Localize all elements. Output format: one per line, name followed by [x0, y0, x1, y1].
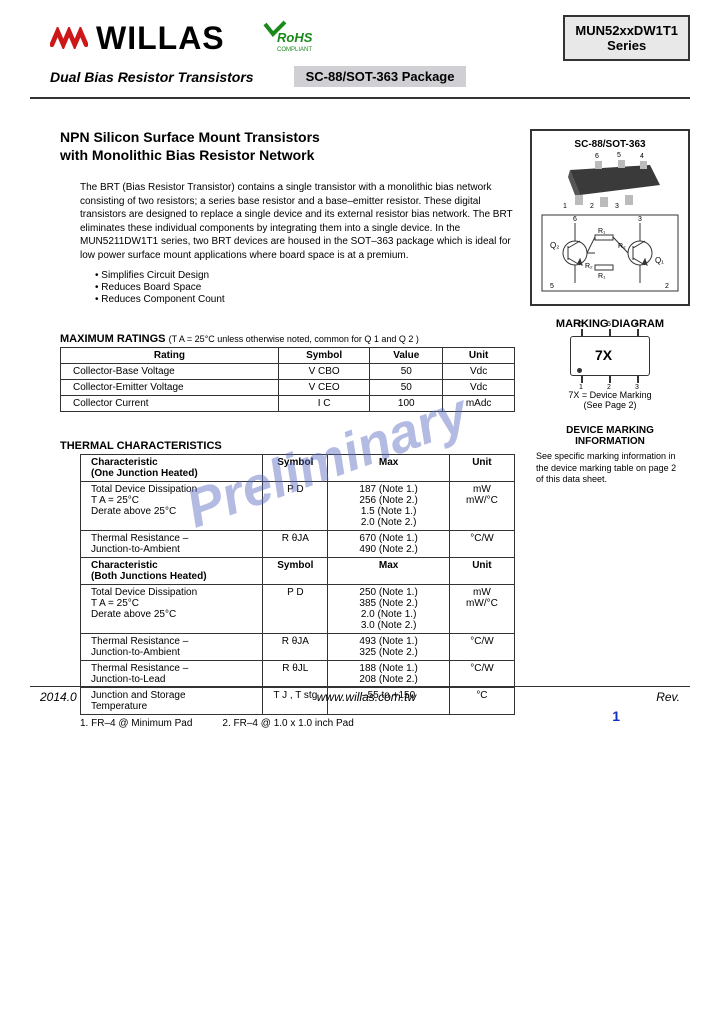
bullet: • Reduces Component Count — [95, 294, 515, 305]
svg-text:COMPLIANT: COMPLIANT — [277, 47, 312, 53]
bullet: • Simplifies Circuit Design — [95, 270, 515, 281]
company-logo: WILLAS — [50, 20, 225, 57]
footer-rule — [30, 686, 690, 687]
logo-icon — [50, 27, 88, 49]
bullet: • Reduces Board Space — [95, 282, 515, 293]
svg-text:6: 6 — [573, 216, 577, 223]
footer-rev: Rev. — [656, 690, 680, 704]
rohs-badge: RoHS COMPLIANT — [255, 20, 315, 57]
page-number: 1 — [612, 708, 620, 724]
device-marking-title: DEVICE MARKING INFORMATION — [530, 425, 690, 447]
svg-text:5: 5 — [550, 283, 554, 290]
subtitle-row: Dual Bias Resistor Transistors SC-88/SOT… — [0, 66, 720, 87]
series-part: MUN52xxDW1T1 — [575, 23, 678, 38]
schematic-icon: Q₂ Q₁ R₁ R₁ R₂ R₂ 6 3 5 2 — [540, 213, 680, 293]
svg-text:Q₂: Q₂ — [550, 241, 559, 250]
svg-text:1: 1 — [563, 203, 567, 210]
heading-2: with Monolithic Bias Resistor Network — [60, 147, 515, 163]
footer-url: www.willas.com.tw — [317, 690, 416, 704]
footer-date: 2014.0 — [40, 690, 77, 704]
device-marking-text: See specific marking information in the … — [530, 447, 690, 490]
thermal-table: Characteristic(One Junction Heated) Symb… — [80, 454, 515, 715]
feature-list: • Simplifies Circuit Design • Reduces Bo… — [95, 270, 515, 305]
svg-text:3: 3 — [615, 203, 619, 210]
page-footer: 2014.0 www.willas.com.tw Rev. — [30, 686, 690, 704]
svg-text:2: 2 — [590, 203, 594, 210]
ratings-table: RatingSymbolValueUnit Collector-Base Vol… — [60, 347, 515, 412]
header: WILLAS RoHS COMPLIANT MUN52xxDW1T1 Serie… — [0, 0, 720, 66]
datasheet-page: WILLAS RoHS COMPLIANT MUN52xxDW1T1 Serie… — [0, 0, 720, 729]
svg-text:R₂: R₂ — [585, 263, 593, 270]
side-column: SC-88/SOT-363 123 654 — [530, 129, 690, 729]
svg-text:R₂: R₂ — [618, 243, 626, 250]
sot363-icon: 1 2 3 6 5 4 — [545, 150, 675, 210]
svg-text:2: 2 — [665, 283, 669, 290]
main-column: NPN Silicon Surface Mount Transistors wi… — [60, 129, 515, 729]
subtitle: Dual Bias Resistor Transistors — [50, 69, 254, 85]
svg-text:6: 6 — [595, 153, 599, 160]
package-figure: SC-88/SOT-363 123 654 — [530, 129, 690, 306]
description: The BRT (Bias Resistor Transistor) conta… — [80, 181, 515, 262]
svg-text:4: 4 — [640, 153, 644, 160]
svg-text:3: 3 — [638, 216, 642, 223]
package-label: SC-88/SOT-363 Package — [294, 66, 467, 87]
thermal-title: THERMAL CHARACTERISTICS — [60, 440, 515, 452]
svg-text:R₁: R₁ — [598, 228, 606, 235]
svg-text:R₁: R₁ — [598, 273, 606, 280]
series-box: MUN52xxDW1T1 Series — [563, 15, 690, 61]
series-label: Series — [575, 38, 678, 53]
svg-text:Q₁: Q₁ — [655, 256, 664, 265]
marking-caption: 7X = Device Marking (See Page 2) — [530, 390, 690, 410]
table-footnotes: 1. FR–4 @ Minimum Pad 2. FR–4 @ 1.0 x 1.… — [80, 718, 515, 729]
company-name: WILLAS — [96, 20, 225, 57]
marking-diagram: 7X 6 5 4 1 2 3 — [570, 336, 650, 376]
svg-text:RoHS: RoHS — [277, 30, 313, 45]
max-ratings-title: MAXIMUM RATINGS (T A = 25°C unless other… — [60, 333, 515, 345]
svg-text:5: 5 — [617, 152, 621, 159]
heading-1: NPN Silicon Surface Mount Transistors — [60, 129, 515, 145]
